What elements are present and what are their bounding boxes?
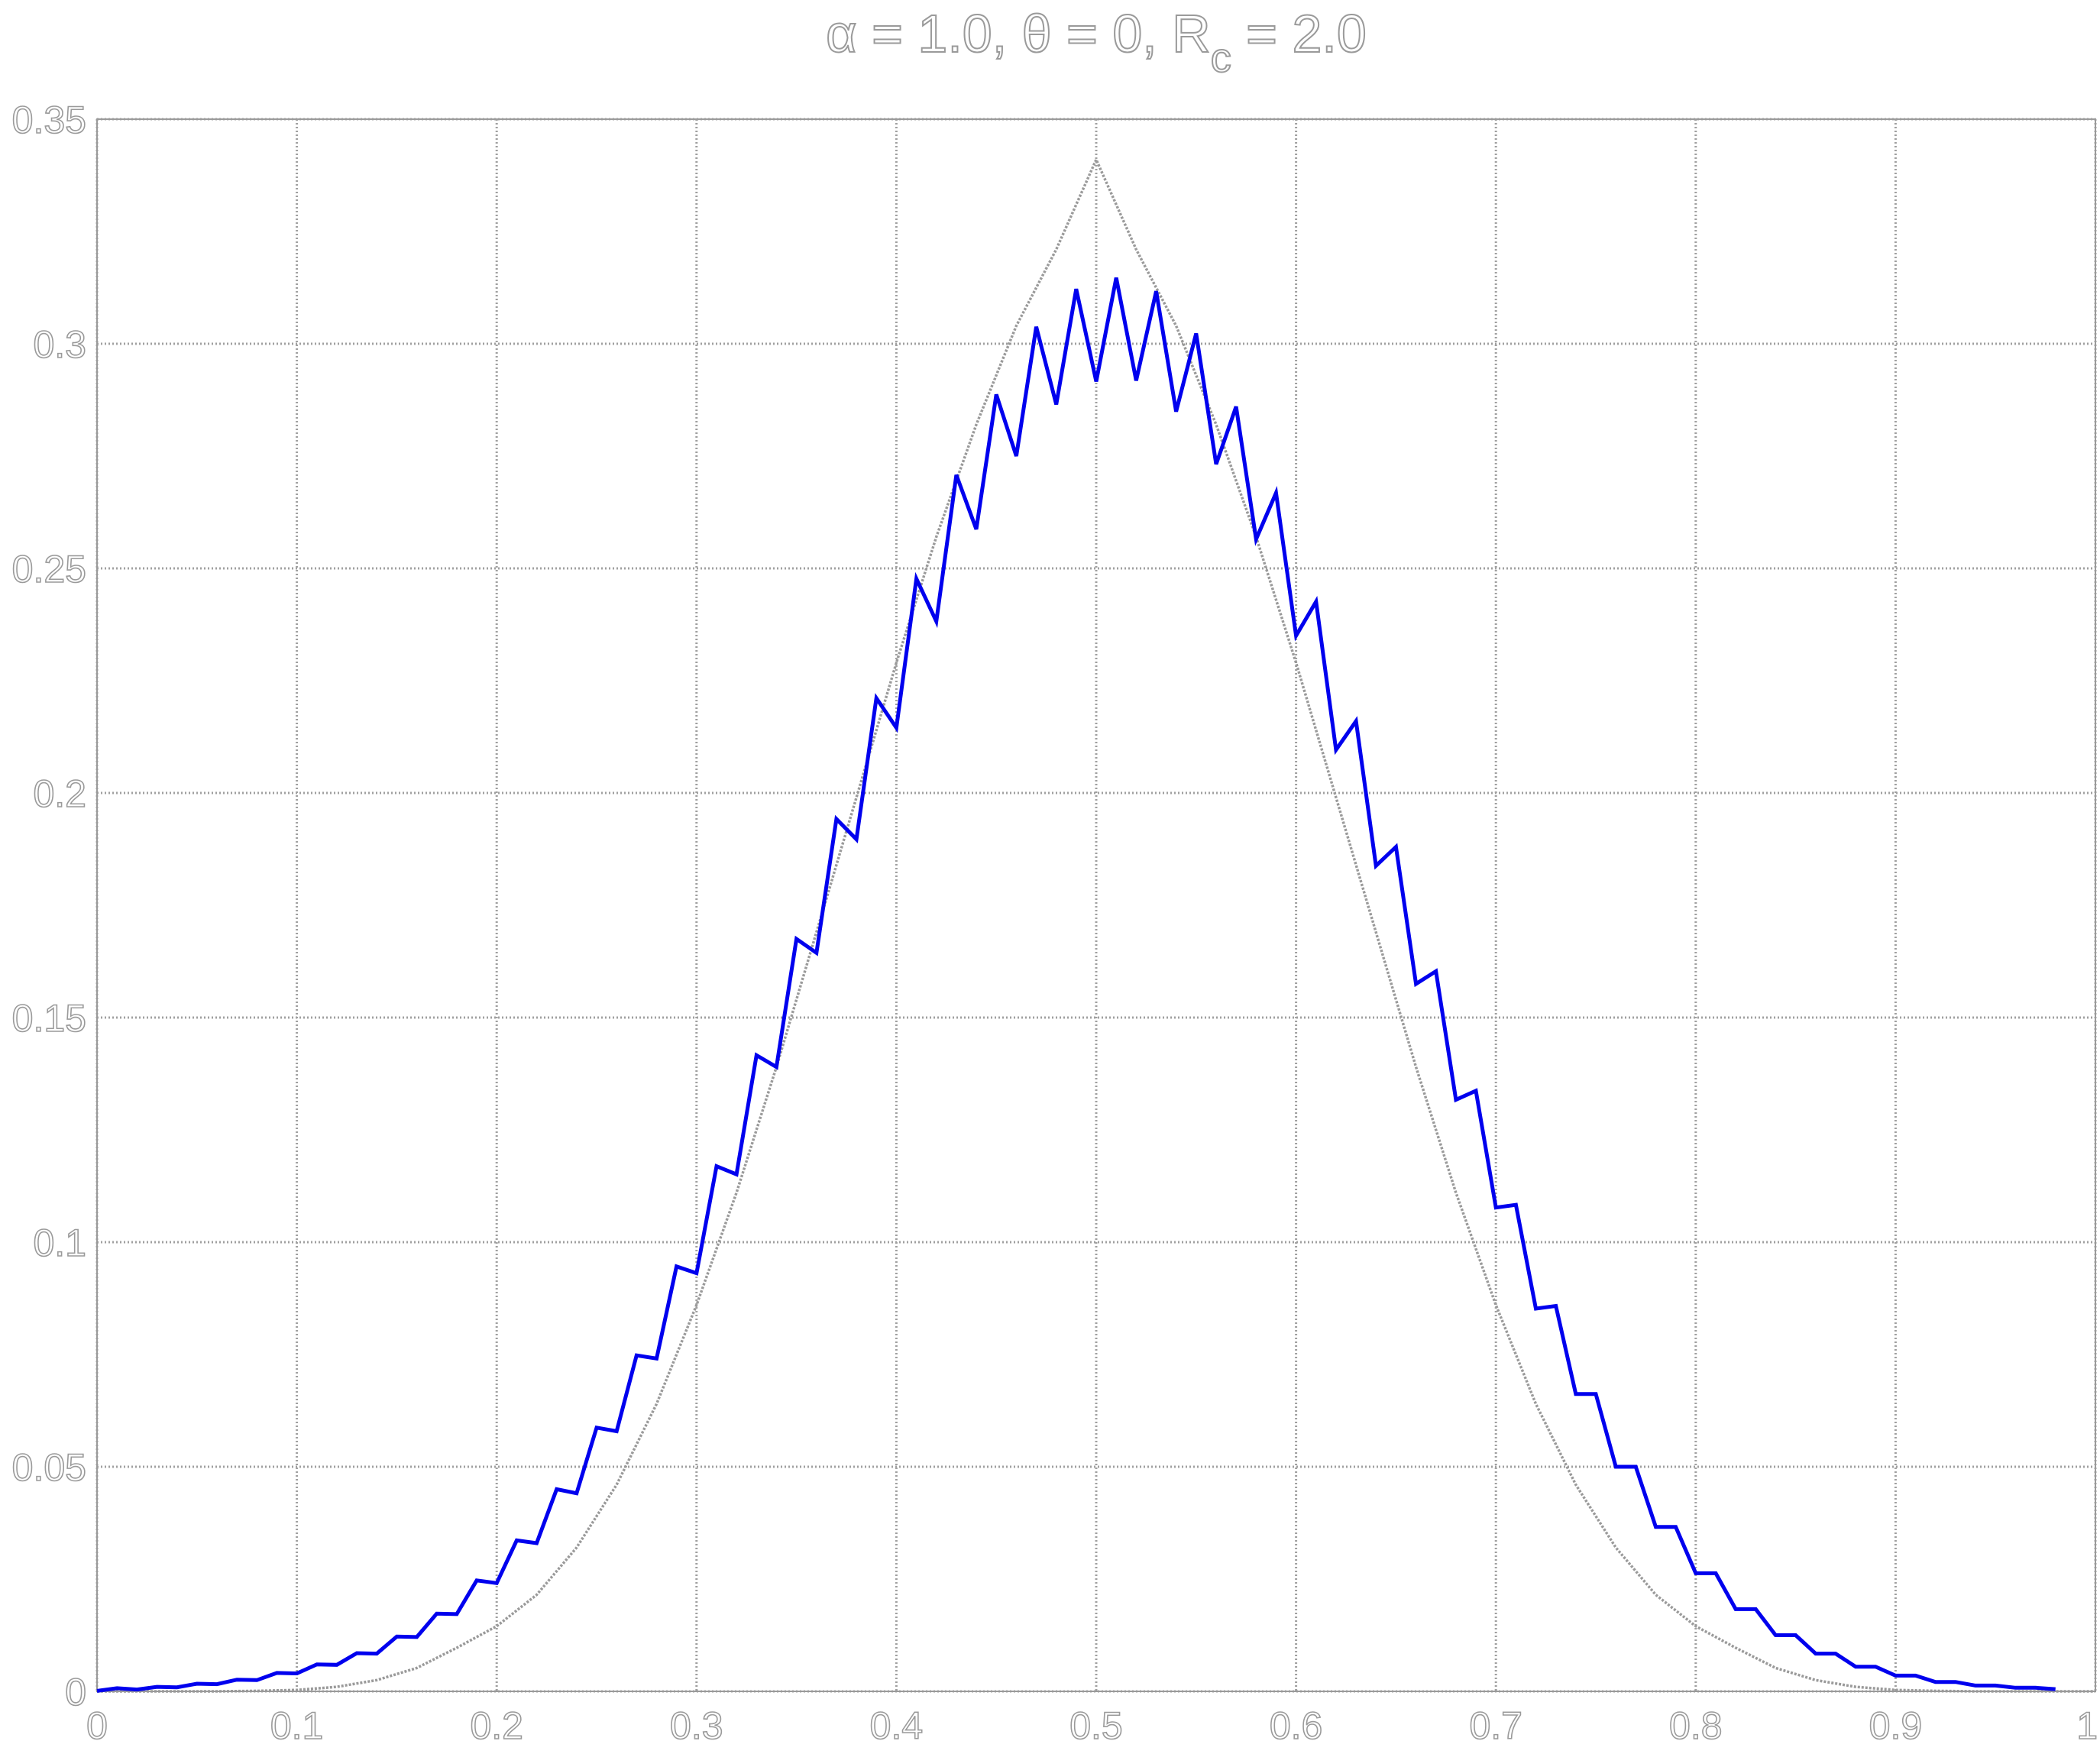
y-tick-label: 0.25 — [12, 548, 86, 591]
y-tick-label: 0.1 — [33, 1222, 86, 1264]
y-tick-label: 0.3 — [33, 323, 86, 366]
x-tick-label: 0.5 — [1069, 1704, 1123, 1747]
x-tick-label: 0.6 — [1270, 1704, 1323, 1747]
x-tick-label: 0.7 — [1469, 1704, 1522, 1747]
x-tick-label: 0.4 — [870, 1704, 924, 1747]
series-line-2 — [97, 158, 2095, 1693]
y-tick-label: 0.35 — [12, 99, 86, 141]
x-tick-label: 0.3 — [670, 1704, 723, 1747]
title-subscript: c — [1211, 35, 1231, 81]
series-line-1 — [96, 277, 2056, 1693]
x-axis-ticks: 0 0.1 0.2 0.3 0.4 0.5 0.6 0.7 0.8 0.9 1 — [86, 1704, 2098, 1748]
plot-frame — [96, 118, 2096, 1692]
x-tick-label: 0.9 — [1869, 1704, 1923, 1747]
x-tick-label: 0.8 — [1669, 1704, 1723, 1747]
title-main: α = 1.0, θ = 0, R — [826, 4, 1211, 63]
y-tick-label: 0.15 — [12, 997, 86, 1040]
y-axis-ticks: 0 0.05 0.1 0.15 0.2 0.25 0.3 0.35 — [11, 98, 87, 1714]
x-tick-label: 1 — [2076, 1704, 2098, 1747]
chart-title: α = 1.0, θ = 0, Rc = 2.0 — [826, 4, 1367, 81]
y-tick-label: 0 — [65, 1671, 86, 1714]
grid — [95, 118, 2097, 1693]
title-value: = 2.0 — [1231, 4, 1367, 63]
y-tick-label: 0.05 — [12, 1446, 86, 1489]
x-tick-label: 0.2 — [470, 1704, 523, 1747]
y-tick-label: 0.2 — [33, 772, 86, 815]
x-tick-label: 0.1 — [270, 1704, 324, 1747]
x-tick-label: 0 — [86, 1704, 108, 1747]
series-layer — [96, 158, 2095, 1693]
